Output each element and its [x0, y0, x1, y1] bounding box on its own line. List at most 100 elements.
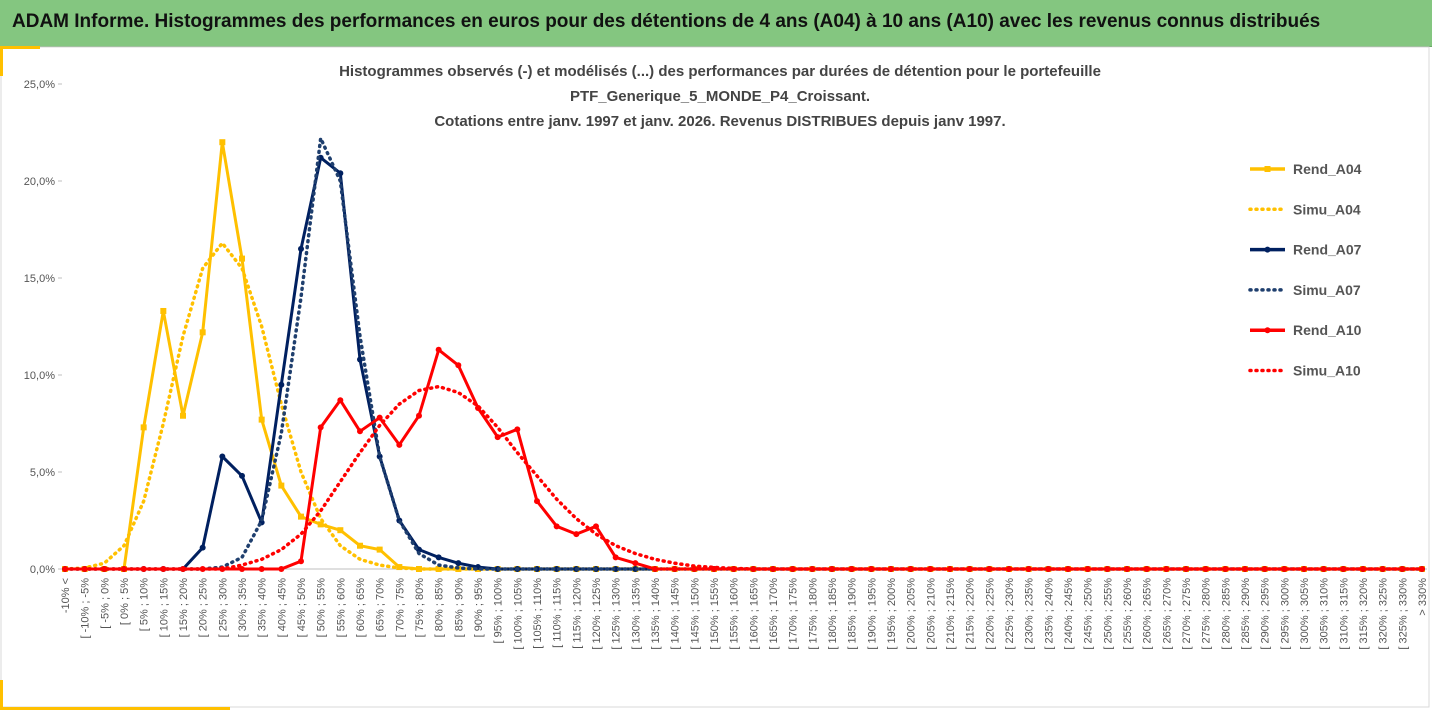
marker	[337, 527, 344, 534]
marker	[455, 560, 462, 567]
marker	[180, 412, 186, 419]
marker	[416, 412, 422, 419]
x-tick-label: [ 60% ; 65%	[355, 578, 367, 638]
marker	[357, 428, 363, 435]
x-tick-label: [ 270% ; 275%	[1181, 578, 1193, 650]
chart-title: Cotations entre janv. 1997 et janv. 2026…	[434, 113, 1005, 130]
x-tick-label: [ 90% ; 95%	[473, 578, 485, 638]
x-tick-label: [ 110% ; 115%	[552, 578, 564, 648]
x-tick-label: [ 290% ; 295%	[1260, 578, 1272, 650]
marker	[199, 329, 206, 336]
marker	[140, 424, 147, 431]
marker	[317, 521, 324, 528]
x-tick-label: [ 220% ; 225%	[984, 578, 996, 650]
accent	[0, 46, 3, 76]
x-tick-label: [ 10% ; 15%	[158, 578, 170, 638]
marker	[239, 472, 245, 479]
header-title: ADAM Informe. Histogrammes des performan…	[12, 11, 1321, 32]
marker	[298, 513, 304, 520]
marker	[652, 566, 658, 572]
marker	[298, 558, 304, 565]
marker	[278, 482, 285, 489]
x-tick-label: [ 135% ; 140%	[650, 578, 662, 650]
header: ADAM Informe. Histogrammes des performan…	[0, 0, 1432, 47]
x-tick-label: > 330%	[1417, 578, 1429, 616]
legend-marker	[1264, 166, 1271, 172]
x-tick-label: [ 260% ; 265%	[1142, 578, 1154, 650]
y-tick-label: 5,0%	[30, 467, 55, 479]
y-tick-label: 0,0%	[30, 564, 55, 576]
x-tick-label: [ 295% ; 300%	[1279, 578, 1291, 650]
x-tick-label: [ 95% ; 100%	[493, 578, 505, 644]
chart-title: Histogrammes observés (-) et modélisés (…	[339, 63, 1101, 80]
marker	[455, 362, 462, 369]
x-tick-label: [ 75% ; 80%	[414, 578, 426, 638]
marker	[317, 424, 324, 431]
legend-label: Rend_A04	[1293, 161, 1362, 177]
x-tick-label: [ 20% ; 25%	[198, 578, 210, 638]
x-tick-label: [ 80% ; 85%	[434, 578, 446, 638]
x-tick-label: [ 0% ; 5%	[119, 578, 131, 625]
marker	[573, 531, 580, 538]
x-tick-label: [ 285% ; 290%	[1240, 578, 1252, 650]
marker	[357, 356, 363, 363]
x-tick-label: [ 245% ; 250%	[1083, 578, 1095, 650]
x-tick-label: [ 65% ; 70%	[375, 578, 387, 638]
marker	[239, 255, 245, 262]
marker	[219, 453, 226, 460]
legend-label: Simu_A07	[1293, 282, 1361, 298]
marker	[494, 434, 501, 441]
x-tick-label: [ 160% ; 165%	[748, 578, 760, 650]
x-tick-label: [ 175% ; 180%	[807, 578, 819, 650]
chart: Histogrammes observés (-) et modélisés (…	[0, 46, 1430, 710]
marker	[258, 566, 265, 572]
marker	[376, 546, 383, 553]
x-tick-label: [ 55% ; 60%	[335, 578, 347, 638]
x-tick-label: [ 50% ; 55%	[316, 578, 328, 638]
marker	[278, 381, 285, 388]
marker	[553, 523, 560, 530]
x-tick-label: [ 170% ; 175%	[788, 578, 800, 650]
x-tick-label: [ 280% ; 285%	[1220, 578, 1232, 650]
x-tick-label: [ 215% ; 220%	[965, 578, 977, 650]
x-tick-label: [ 105% ; 110%	[532, 578, 544, 649]
x-tick-label: [ 255% ; 260%	[1122, 578, 1134, 650]
x-tick-label: [ 200% ; 205%	[906, 578, 918, 650]
x-tick-label: [ 275% ; 280%	[1201, 578, 1213, 650]
x-tick-label: [ 145% ; 150%	[689, 578, 701, 650]
x-tick-label: [ 140% ; 145%	[670, 578, 682, 650]
marker	[396, 441, 403, 448]
marker	[593, 523, 599, 530]
x-tick-label: [ 250% ; 255%	[1102, 578, 1114, 650]
x-tick-label: [ 40% ; 45%	[276, 578, 288, 638]
chart-frame	[0, 46, 1430, 708]
x-tick-label: [ 180% ; 185%	[827, 578, 839, 650]
x-tick-label: [ 325% ; 330%	[1397, 578, 1409, 650]
x-tick-label: [ 225% ; 230%	[1004, 578, 1016, 650]
marker	[612, 554, 619, 561]
x-tick-label: [ 15% ; 20%	[178, 578, 190, 638]
x-tick-label: [ 315% ; 320%	[1358, 578, 1370, 650]
marker	[219, 139, 226, 146]
marker	[435, 346, 442, 353]
legend-label: Simu_A04	[1293, 201, 1361, 217]
x-tick-label: [ 305% ; 310%	[1319, 578, 1331, 650]
x-tick-label: [ 235% ; 240%	[1043, 578, 1055, 650]
legend-label: Simu_A10	[1293, 363, 1361, 379]
x-tick-label: [ 165% ; 170%	[768, 578, 780, 650]
legend-label: Rend_A10	[1293, 322, 1362, 338]
accent	[0, 680, 3, 710]
x-tick-label: [ 240% ; 245%	[1063, 578, 1075, 650]
x-tick-label: [ 115% ; 120%	[571, 578, 583, 649]
x-tick-label: [ 100% ; 105%	[512, 578, 524, 650]
x-tick-label: [ 190% ; 195%	[866, 578, 878, 650]
x-tick-label: [ 25% ; 30%	[217, 578, 229, 638]
marker	[357, 542, 363, 549]
x-tick-label: [ 150% ; 155%	[709, 578, 721, 650]
x-tick-label: [ 310% ; 315%	[1338, 578, 1350, 650]
legend-marker	[1264, 246, 1271, 253]
marker	[376, 414, 383, 421]
x-tick-label: [ 205% ; 210%	[925, 578, 937, 650]
chart-title: PTF_Generique_5_MONDE_P4_Croissant.	[570, 88, 870, 105]
